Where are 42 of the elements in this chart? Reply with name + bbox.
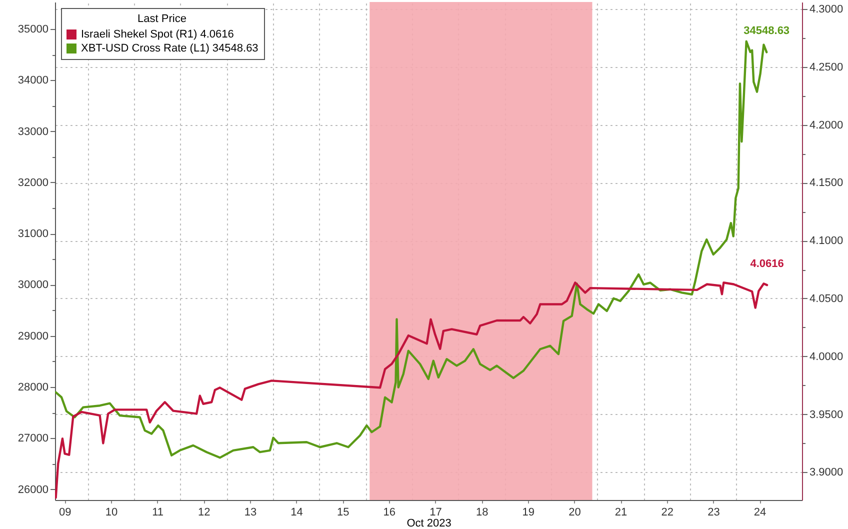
x-tick-label: 20 [568, 506, 581, 518]
y2-tick-label: 4.1000 [810, 235, 844, 248]
y2-tick-label: 4.3000 [810, 3, 844, 16]
legend-label: Israeli Shekel Spot (R1) 4.0616 [81, 28, 234, 40]
y2-tick-label: 4.2500 [810, 61, 844, 74]
x-tick-label: 19 [522, 506, 535, 518]
y2-tick-label: 4.0000 [810, 350, 844, 363]
y-tick-label: 29000 [18, 330, 48, 342]
y2-tick-label: 4.0500 [810, 292, 844, 305]
x-tick-label: 23 [708, 506, 720, 518]
x-tick-label: 13 [244, 506, 257, 518]
line-series [55, 282, 768, 499]
x-tick-label: 11 [152, 506, 164, 518]
x-axis-title: Oct 2023 [406, 518, 452, 529]
y2-tick-label: 3.9000 [810, 466, 844, 479]
y-tick-label: 31000 [18, 228, 48, 240]
y-tick-label: 32000 [18, 176, 48, 189]
x-tick-label: 14 [290, 506, 303, 518]
x-tick-label: 12 [198, 506, 210, 518]
y2-tick-label: 4.2000 [810, 119, 844, 132]
legend-label: XBT-USD Cross Rate (L1) 34548.63 [81, 42, 258, 54]
x-tick-label: 22 [661, 506, 674, 518]
x-tick-label: 10 [105, 506, 118, 518]
x-tick-label: 21 [614, 506, 628, 518]
data-label: 4.0616 [750, 258, 784, 270]
x-tick-label: 18 [476, 506, 488, 518]
y-tick-label: 28000 [18, 382, 48, 394]
legend-title: Last Price [138, 13, 186, 25]
y2-tick-label: 4.1500 [810, 177, 844, 190]
x-tick-label: 16 [383, 506, 396, 518]
y-tick-label: 33000 [18, 126, 48, 138]
x-tick-label: 15 [336, 506, 350, 518]
x-tick-label: 17 [430, 506, 442, 518]
data-label: 34548.63 [744, 25, 790, 38]
y-tick-label: 26000 [18, 484, 48, 496]
y2-tick-label: 3.9500 [810, 408, 844, 421]
y-tick-label: 34000 [18, 74, 48, 87]
x-tick-label: 24 [754, 506, 766, 518]
y-tick-label: 30000 [18, 279, 48, 292]
y-tick-label: 27000 [18, 432, 48, 445]
y-tick-label: 35000 [18, 24, 48, 36]
x-tick-label: 09 [59, 506, 72, 518]
